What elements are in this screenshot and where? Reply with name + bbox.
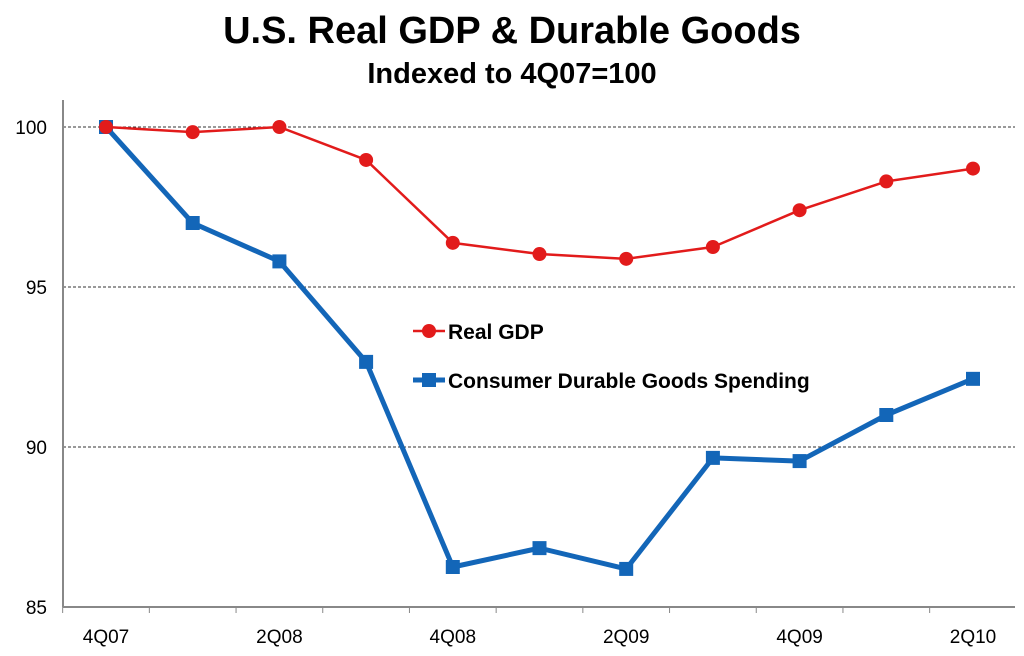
data-point-real-gdp <box>966 161 980 176</box>
y-tick-label: 100 <box>15 118 47 139</box>
legend-marker-square <box>422 373 436 387</box>
data-point-real-gdp <box>272 120 287 134</box>
data-point-real-gdp <box>99 120 113 134</box>
data-point-durable-goods <box>705 450 720 465</box>
legend-label: Consumer Durable Goods Spending <box>448 370 810 393</box>
data-point-durable-goods <box>879 408 894 422</box>
chart-subtitle: Indexed to 4Q07=100 <box>367 58 657 90</box>
y-tick-label: 90 <box>26 438 47 459</box>
legend-label: Real GDP <box>448 321 544 344</box>
x-tick-label: 4Q07 <box>83 627 129 648</box>
data-point-real-gdp <box>445 235 460 250</box>
x-tick-label: 2Q08 <box>256 627 302 648</box>
data-point-real-gdp <box>359 152 374 167</box>
y-tick-label: 95 <box>26 278 47 299</box>
x-tick-label: 4Q09 <box>776 627 822 648</box>
data-point-durable-goods <box>272 254 287 269</box>
series-line-real-gdp <box>105 125 974 261</box>
x-tick-label: 2Q09 <box>603 627 649 648</box>
data-point-durable-goods <box>359 354 374 369</box>
data-point-durable-goods <box>619 561 634 576</box>
data-point-real-gdp <box>532 247 547 262</box>
data-point-durable-goods <box>445 560 460 574</box>
data-point-durable-goods <box>532 541 547 556</box>
data-point-real-gdp <box>185 125 200 140</box>
data-point-durable-goods <box>185 216 200 230</box>
series-line-durable-goods <box>104 125 974 572</box>
x-tick-label: 2Q10 <box>950 627 996 648</box>
chart-title: U.S. Real GDP & Durable Goods <box>223 10 801 52</box>
data-point-durable-goods <box>792 454 807 469</box>
data-point-real-gdp <box>792 203 807 218</box>
legend-marker-circle <box>422 324 436 338</box>
data-point-real-gdp <box>619 251 634 266</box>
data-point-durable-goods <box>966 371 980 386</box>
data-point-real-gdp <box>705 240 720 254</box>
y-tick-label: 85 <box>26 598 47 619</box>
data-point-real-gdp <box>879 174 894 189</box>
x-tick-label: 4Q08 <box>430 627 476 648</box>
